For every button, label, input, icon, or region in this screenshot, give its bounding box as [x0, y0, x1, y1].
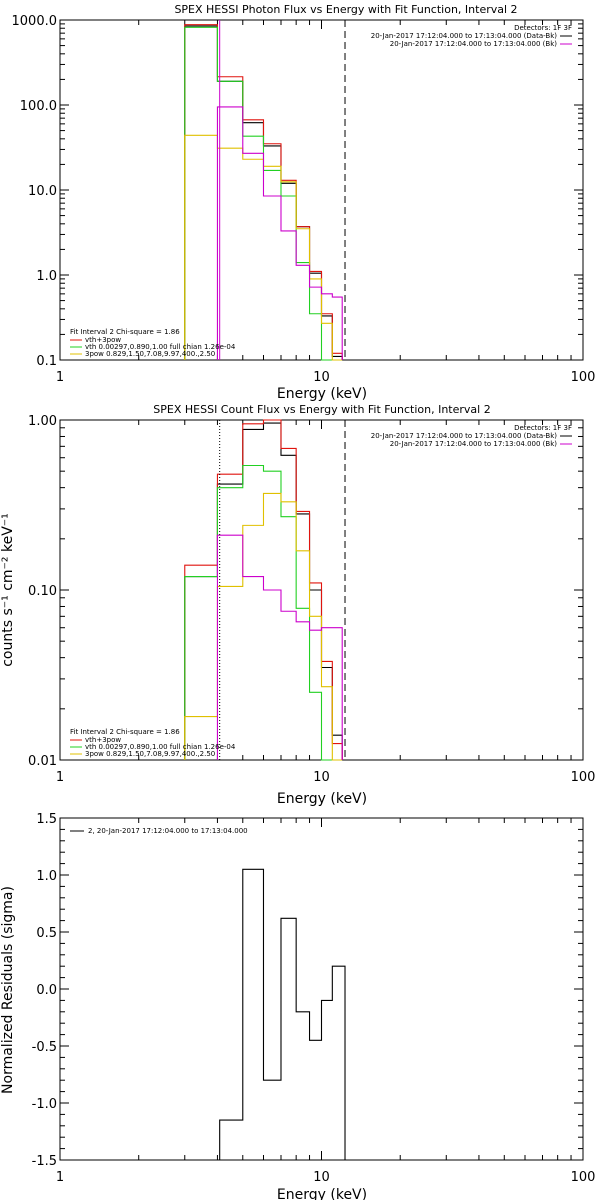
- legend-3pow: 3pow 0.829,1.50,7.08,9.97,400.,2.50: [85, 350, 215, 358]
- residuals-panel: 1 10 100 -1.5 -1.0 -0.5 0.0 0.5 1.0 1.5 Energy (k…: [0, 812, 595, 1200]
- x-tick-label: 100: [571, 370, 596, 385]
- y-tick-label: 0.0: [36, 983, 57, 998]
- legend2-fit-interval: Fit Interval 2 Chi-square = 1.86: [70, 728, 180, 736]
- x-tick-label: 100: [571, 1170, 596, 1185]
- x-tick-label: 1: [56, 770, 64, 785]
- legend-detectors: Detectors: 1F 3F: [514, 24, 572, 32]
- legend2-vth3pow: vth+3pow: [85, 736, 121, 744]
- y-tick-label: 10.0: [28, 184, 57, 199]
- legend2-vth: vth 0.00297,0.890,1.00 full chian 1.26e-…: [85, 743, 236, 751]
- photon-flux-panel: SPEX HESSI Photon Flux vs Energy with Fi…: [12, 3, 596, 402]
- series-vth-3pow: [184, 24, 343, 360]
- y-tick-label: 0.5: [36, 926, 57, 941]
- series-bk: [216, 106, 343, 360]
- y-tick-label: 0.1: [36, 354, 57, 369]
- y-tick-label: -0.5: [32, 1040, 57, 1055]
- panel2-title: SPEX HESSI Count Flux vs Energy with Fit…: [153, 403, 490, 416]
- panel3-y-axis-label: Normalized Residuals (sigma): [0, 886, 16, 1094]
- y-tick-label: -1.0: [32, 1097, 57, 1112]
- legend2-detectors: Detectors: 1F 3F: [514, 424, 572, 432]
- panel1-x-axis-label: Energy (keV): [277, 386, 367, 402]
- legend-fit-interval: Fit Interval 2 Chi-square = 1.86: [70, 328, 180, 336]
- panel3-frame: [59, 817, 584, 1161]
- panel2-legend-bottom: Fit Interval 2 Chi-square = 1.86 vth+3po…: [70, 728, 236, 758]
- panel3-legend: 2, 20-Jan-2017 17:12:04.000 to 17:13:04.…: [70, 827, 248, 835]
- legend2-bk-interval: 20-Jan-2017 17:12:04.000 to 17:13:04.000…: [390, 440, 558, 448]
- y-tick-label: 1.00: [28, 414, 57, 429]
- x-tick-label: 100: [571, 770, 596, 785]
- y-tick-label: 1000.0: [12, 14, 58, 29]
- series-vth-3pow: [184, 419, 343, 760]
- y-tick-label: 1.0: [36, 269, 57, 284]
- y-tick-label: 1.5: [36, 812, 57, 827]
- series-bk: [216, 534, 343, 760]
- panel1-legend-bottom: Fit Interval 2 Chi-square = 1.86 vth+3po…: [70, 328, 236, 358]
- x-tick-label: 10: [313, 1170, 330, 1185]
- x-tick-label: 10: [313, 770, 330, 785]
- legend-bk-interval: 20-Jan-2017 17:12:04.000 to 17:13:04.000…: [390, 40, 558, 48]
- legend-vth: vth 0.00297,0.890,1.00 full chian 1.26e-…: [85, 343, 236, 351]
- series-data: [184, 422, 343, 760]
- panel1-legend-top: Detectors: 1F 3F 20-Jan-2017 17:12:04.00…: [371, 24, 572, 48]
- legend2-data-interval: 20-Jan-2017 17:12:04.000 to 17:13:04.000…: [371, 432, 558, 440]
- series-residuals: [219, 868, 346, 1160]
- y-tick-label: -1.5: [32, 1154, 57, 1169]
- legend-data-interval: 20-Jan-2017 17:12:04.000 to 17:13:04.000…: [371, 32, 558, 40]
- legend-vth3pow: vth+3pow: [85, 336, 121, 344]
- count-flux-panel: SPEX HESSI Count Flux vs Energy with Fit…: [0, 403, 595, 807]
- legend3-interval: 2, 20-Jan-2017 17:12:04.000 to 17:13:04.…: [88, 827, 248, 835]
- panel1-title: SPEX HESSI Photon Flux vs Energy with Fi…: [174, 3, 517, 16]
- x-tick-label: 10: [313, 370, 330, 385]
- y-tick-label: 1.0: [36, 869, 57, 884]
- panel2-x-axis-label: Energy (keV): [277, 791, 367, 807]
- series-vth: [184, 464, 333, 761]
- panel2-legend-top: Detectors: 1F 3F 20-Jan-2017 17:12:04.00…: [371, 424, 572, 448]
- y-tick-label: 0.01: [28, 754, 57, 769]
- series-vth: [184, 26, 333, 361]
- y-tick-label: 100.0: [20, 99, 57, 114]
- legend2-3pow: 3pow 0.829,1.50,7.08,9.97,400.,2.50: [85, 750, 215, 758]
- y-tick-label: 0.10: [28, 584, 57, 599]
- x-tick-label: 1: [56, 1170, 64, 1185]
- series-3pow: [184, 492, 343, 761]
- x-tick-label: 1: [56, 370, 64, 385]
- panel3-x-axis-label: Energy (keV): [277, 1187, 367, 1200]
- panel2-y-axis-label: counts s⁻¹ cm⁻² keV⁻¹: [0, 513, 16, 667]
